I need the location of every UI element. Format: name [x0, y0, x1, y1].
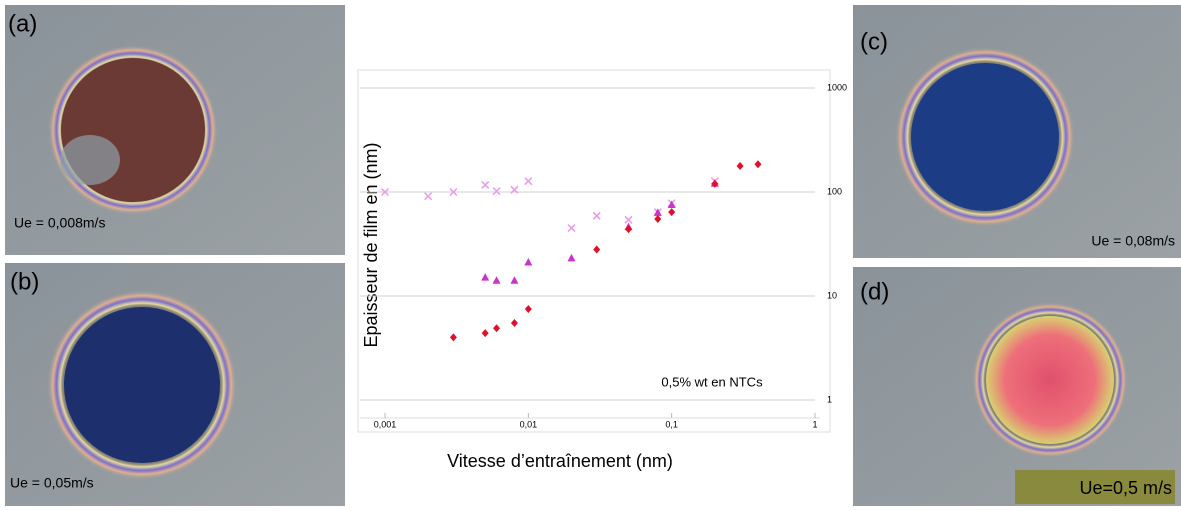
photo-c: (c) Ue = 0,08m/s	[853, 5, 1181, 258]
point	[567, 253, 576, 262]
point	[754, 160, 762, 169]
panel-label: (a)	[8, 10, 37, 37]
x-tick-label: 1	[812, 419, 817, 429]
point	[653, 208, 662, 216]
y-tick-label: 10	[827, 290, 837, 300]
panel-speed: Ue = 0,008m/s	[14, 215, 105, 231]
y-tick-label: 1000	[827, 82, 847, 92]
photo-b: (b) Ue = 0,05m/s	[5, 263, 345, 506]
panel-speed: Ue = 0,05m/s	[10, 475, 94, 491]
point	[524, 177, 533, 186]
point	[510, 276, 519, 284]
point	[449, 187, 458, 197]
panel-speed: Ue = 0,08m/s	[1091, 233, 1175, 249]
point	[493, 324, 501, 333]
point	[624, 215, 633, 224]
annotation: 0,5% wt en NTCs	[661, 374, 763, 389]
point	[510, 319, 518, 328]
point	[481, 273, 490, 281]
photo-d: (d) Ue=0,5 m/s	[853, 267, 1181, 506]
point	[736, 161, 744, 170]
point	[524, 257, 533, 266]
point	[449, 333, 457, 342]
x-tick-label: 0,1	[665, 419, 678, 429]
point	[481, 180, 490, 189]
panel-speed: Ue=0,5 m/s	[1079, 478, 1172, 498]
point	[492, 276, 501, 284]
point	[492, 187, 501, 196]
chart-frame	[357, 69, 831, 433]
point	[592, 211, 601, 220]
point	[380, 187, 390, 197]
photo-a: (a) Ue = 0,008m/s	[5, 5, 345, 255]
point	[481, 329, 489, 338]
y-axis-label: Epaisseur de film en (nm)	[361, 142, 381, 347]
point	[654, 215, 662, 224]
point	[668, 208, 676, 217]
x-tick-label: 0,01	[520, 419, 538, 429]
point	[567, 224, 576, 233]
point	[625, 225, 633, 234]
panel-label: (b)	[10, 268, 39, 295]
point	[510, 185, 519, 194]
point	[424, 192, 433, 201]
point	[524, 304, 532, 313]
x-axis-label: Vitesse d’entraînement (nm)	[447, 451, 673, 471]
y-tick-label: 1	[827, 394, 832, 404]
panel-label: (c)	[860, 28, 888, 55]
point	[593, 245, 601, 254]
panel-label: (d)	[860, 278, 889, 305]
y-tick-label: 100	[827, 186, 842, 196]
x-tick-label: 0,001	[374, 419, 397, 429]
point	[667, 200, 676, 208]
annotation-box	[620, 368, 795, 398]
point	[711, 179, 719, 188]
